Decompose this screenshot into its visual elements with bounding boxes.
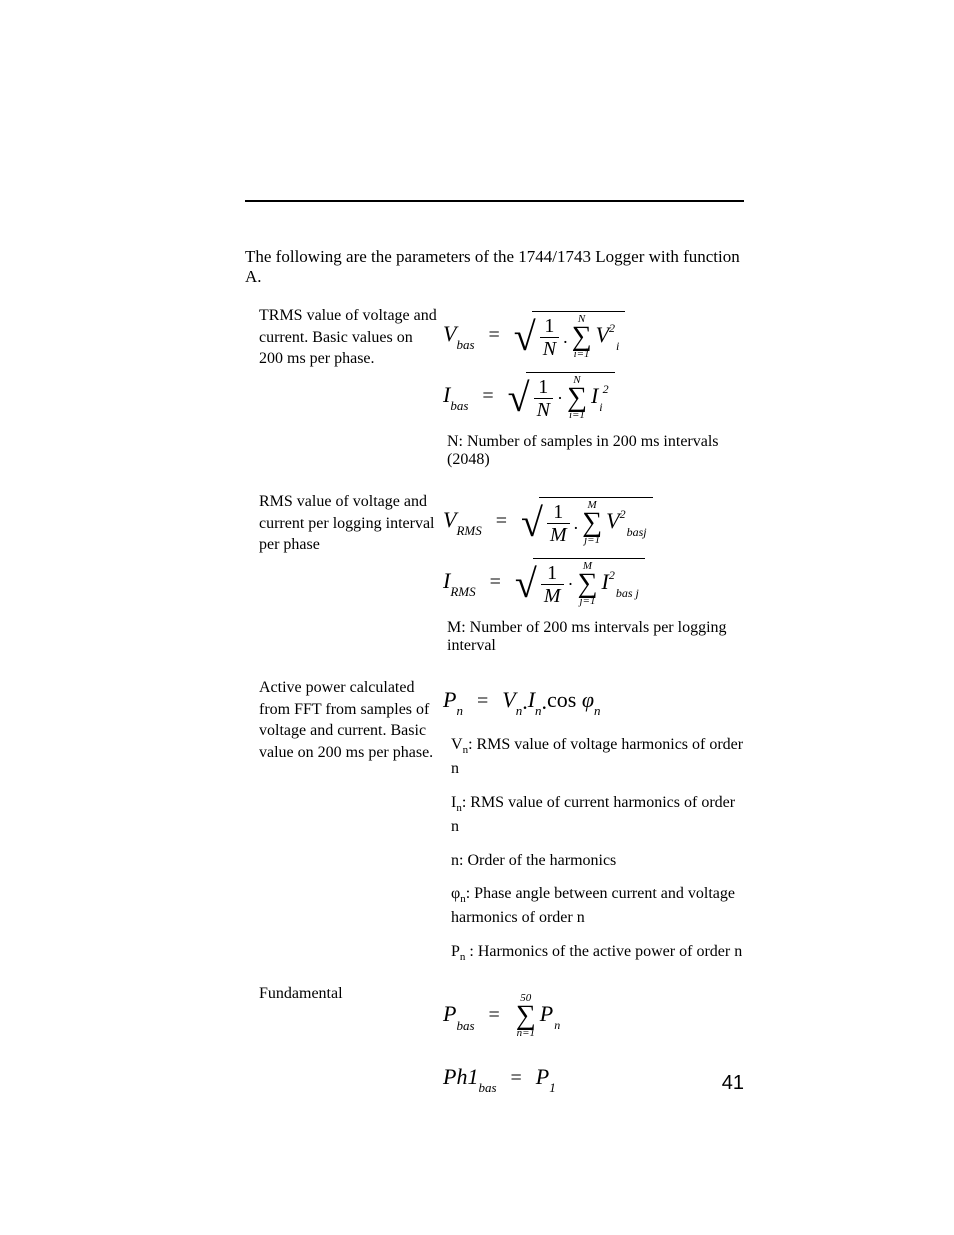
d: : Phase angle between current and voltag… [451, 885, 735, 926]
label-fundamental: Fundamental [245, 983, 437, 1005]
s: n [535, 703, 542, 718]
t: P [540, 1001, 553, 1026]
note-m: M: Number of 200 ms intervals per loggin… [447, 619, 744, 655]
intro-text: The following are the parameters of the … [245, 247, 744, 287]
definitions: Vn : RMS value of voltage harmonics of or… [451, 734, 744, 965]
sum-bot: n=1 [517, 1028, 535, 1039]
formulas-trms: Vbas = √ 1N . N∑i=1 V2i Ibas = √ [437, 305, 744, 485]
s: bas [456, 1018, 474, 1033]
page: The following are the parameters of the … [0, 0, 954, 1235]
d: n [451, 852, 459, 869]
s: 1 [549, 1080, 556, 1095]
sym: V [443, 321, 456, 346]
d: : RMS value of voltage harmonics of orde… [451, 736, 743, 777]
note-n: N: Number of samples in 200 ms intervals… [447, 433, 744, 469]
sum-bot: i=1 [574, 349, 590, 360]
s: P [443, 687, 456, 712]
s: P [443, 1001, 456, 1026]
formulas-rms: VRMS = √ 1M . M∑j=1 V2basj IRMS = √ [437, 491, 744, 671]
formula-ibas: Ibas = √ 1N · N∑i=1 Ii2 [443, 372, 744, 421]
section-fundamental: Fundamental Pbas = 50∑n=1 Pn Ph1bas = P1 [245, 983, 744, 1111]
den: M [547, 523, 570, 545]
d: φ [451, 885, 460, 902]
t: I [601, 569, 608, 594]
s: cos [547, 687, 576, 712]
t: V [606, 508, 619, 533]
s: P [536, 1064, 549, 1089]
s: I [528, 687, 535, 712]
label-trms: TRMS value of voltage and current. Basic… [245, 305, 437, 370]
ts: i [616, 339, 619, 353]
sum-bot: j=1 [580, 596, 596, 607]
label-rms: RMS value of voltage and current per log… [245, 491, 437, 556]
d: : Order of the harmonics [459, 852, 616, 869]
section-rms: RMS value of voltage and current per log… [245, 491, 744, 671]
label-power: Active power calculated from FFT from sa… [245, 677, 437, 763]
content-power: Pn = Vn . In . cos φn Vn : RMS value of v… [437, 677, 744, 977]
d: P [451, 943, 460, 960]
sub: RMS [456, 523, 481, 538]
den: N [540, 337, 559, 359]
formula-pbas: Pbas = 50∑n=1 Pn [443, 993, 744, 1039]
section-power: Active power calculated from FFT from sa… [245, 677, 744, 977]
sub: bas [456, 337, 474, 352]
s: φ [582, 687, 594, 712]
s: n [456, 703, 463, 718]
s: n [594, 703, 601, 718]
sum-bot: j=1 [584, 535, 600, 546]
formula-vrms: VRMS = √ 1M . M∑j=1 V2basj [443, 497, 744, 546]
s: bas [478, 1080, 496, 1095]
s: n [516, 703, 523, 718]
ts: basj [627, 525, 647, 539]
sum-bot: i=1 [569, 410, 585, 421]
header-rule [245, 200, 744, 202]
sub: RMS [450, 584, 475, 599]
section-trms: TRMS value of voltage and current. Basic… [245, 305, 744, 485]
page-number: 41 [722, 1072, 744, 1095]
content-fundamental: Pbas = 50∑n=1 Pn Ph1bas = P1 [437, 983, 744, 1111]
d: V [451, 736, 463, 753]
formula-irms: IRMS = √ 1M · M∑j=1 I2bas j [443, 558, 744, 607]
den: N [534, 398, 553, 420]
formula-pn: Pn = Vn . In . cos φn [443, 687, 744, 716]
t: I [591, 383, 598, 408]
den: M [541, 584, 564, 606]
formula-vbas: Vbas = √ 1N . N∑i=1 V2i [443, 311, 744, 360]
s: V [502, 687, 515, 712]
d: : RMS value of current harmonics of orde… [451, 794, 735, 835]
ts: i [599, 400, 602, 414]
sym: V [443, 507, 456, 532]
ts: n [554, 1018, 560, 1032]
s: Ph1 [443, 1064, 478, 1089]
formula-ph1: Ph1bas = P1 [443, 1064, 744, 1093]
ts: bas j [616, 586, 639, 600]
sub: bas [450, 398, 468, 413]
t: V [596, 322, 609, 347]
d: : Harmonics of the active power of order… [465, 943, 742, 960]
